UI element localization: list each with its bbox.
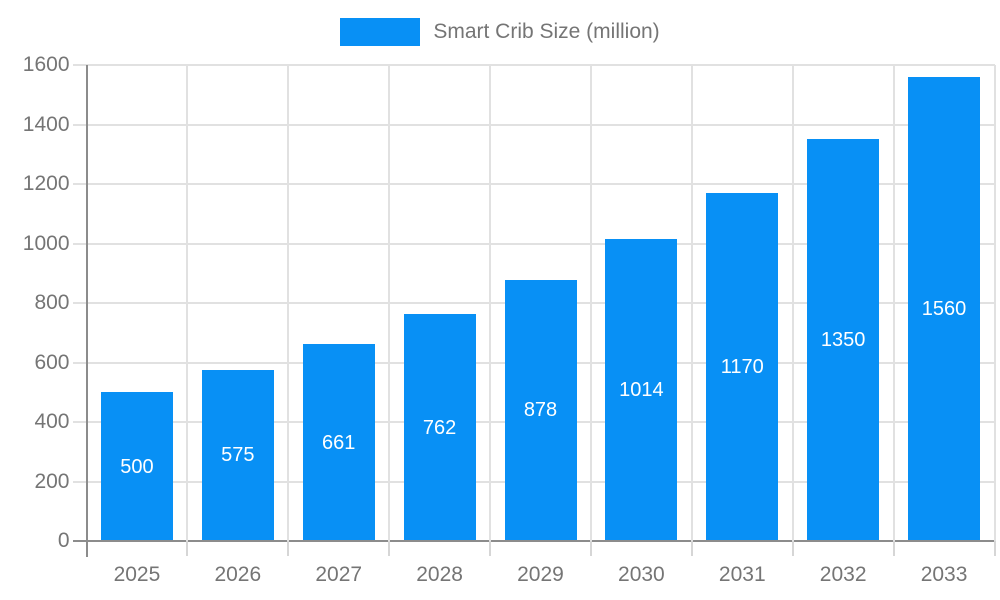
legend-label: Smart Crib Size (million)	[433, 20, 660, 43]
y-tick-label: 1000	[22, 231, 70, 255]
gridline-vertical	[287, 65, 290, 541]
x-tick-label: 2029	[517, 563, 564, 586]
bar-value-label: 661	[322, 431, 356, 454]
x-axis-tick	[388, 541, 391, 556]
gridline-vertical	[690, 65, 693, 541]
x-tick-label: 2028	[416, 563, 463, 586]
bar	[100, 392, 173, 540]
x-tick-label: 2026	[214, 563, 262, 586]
y-tick-label: 0	[57, 529, 70, 552]
x-axis-tick	[892, 541, 895, 556]
bar-value-label: 878	[523, 399, 558, 422]
bar-value-label: 1014	[619, 379, 664, 402]
gridline-vertical	[791, 65, 794, 541]
bar-value-label: 575	[221, 444, 255, 467]
y-tick-label: 1200	[22, 172, 70, 195]
gridline-vertical	[186, 65, 189, 541]
bar-value-label: 1170	[720, 355, 764, 378]
x-tick-label: 2027	[315, 563, 363, 586]
bar	[605, 239, 678, 540]
x-axis-tick	[589, 541, 592, 556]
x-axis-tick	[993, 541, 996, 556]
bar	[706, 192, 779, 540]
y-tick-label: 800	[34, 291, 70, 314]
gridline-horizontal	[72, 242, 995, 245]
gridline-vertical	[892, 65, 895, 541]
x-axis-tick	[690, 541, 693, 556]
x-tick-label: 2032	[819, 563, 867, 586]
gridline-vertical	[388, 65, 391, 541]
bar	[908, 76, 981, 540]
x-tick-label: 2025	[113, 563, 161, 586]
y-tick-label: 400	[34, 410, 70, 433]
gridline-horizontal	[72, 64, 995, 66]
bar-value-label: 1350	[820, 329, 866, 352]
gridline-vertical	[489, 65, 492, 541]
x-tick-label: 2031	[718, 563, 766, 586]
legend: Smart Crib Size (million)	[0, 17, 1000, 47]
y-tick-label: 1400	[22, 112, 70, 136]
x-axis-tick	[287, 541, 290, 556]
bar-value-label: 762	[422, 416, 457, 439]
bar	[302, 344, 375, 540]
x-tick-label: 2033	[920, 563, 968, 586]
gridline-horizontal	[72, 123, 995, 126]
gridline-vertical	[589, 65, 592, 541]
bar-value-label: 500	[120, 455, 154, 478]
bar	[504, 279, 577, 540]
x-axis-line	[72, 540, 995, 542]
x-axis-tick	[186, 541, 189, 556]
bar	[403, 314, 476, 540]
y-tick-label: 1600	[22, 53, 70, 76]
x-tick-label: 2030	[618, 563, 665, 586]
x-axis-tick	[791, 541, 794, 556]
bar	[807, 139, 880, 540]
x-axis-tick	[489, 541, 492, 556]
legend-swatch	[340, 18, 421, 46]
bar-value-label: 1560	[921, 297, 967, 320]
gridline-vertical	[993, 65, 996, 541]
y-tick-label: 600	[34, 350, 70, 374]
y-tick-label: 200	[34, 469, 70, 493]
gridline-horizontal	[72, 183, 995, 185]
y-axis-line	[85, 65, 88, 557]
bar	[201, 369, 274, 540]
